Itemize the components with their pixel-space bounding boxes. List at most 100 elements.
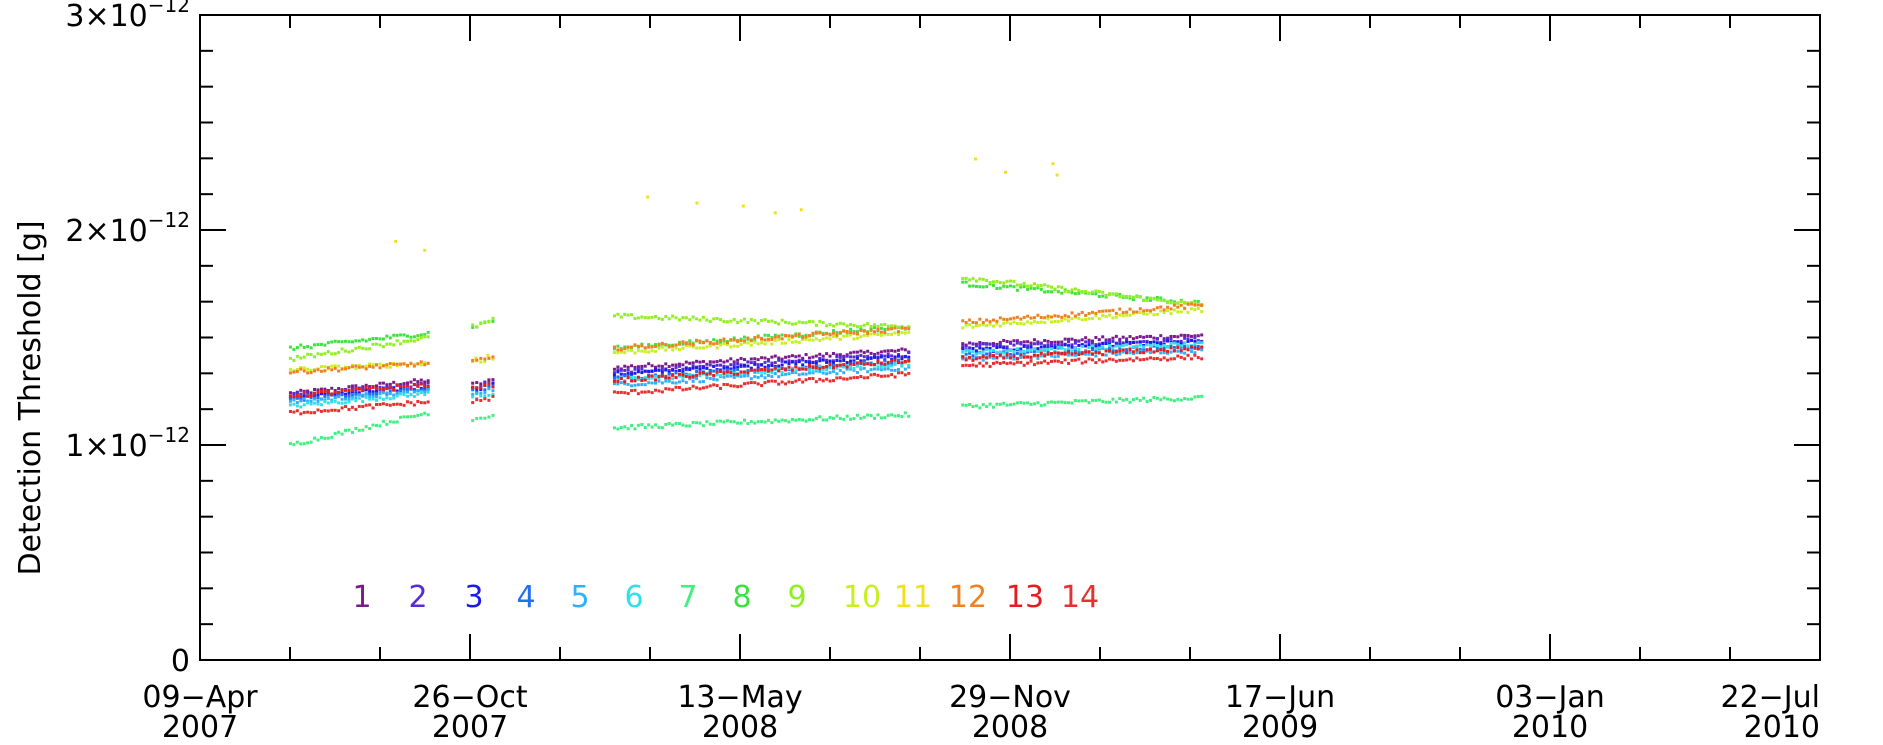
- data-point: [740, 422, 743, 425]
- data-point: [1156, 341, 1159, 344]
- data-point: [399, 342, 402, 345]
- data-point: [880, 416, 883, 419]
- data-point: [389, 397, 392, 400]
- series-labels: 1 2 3 4 5 6 7 8 9 10 11 12 13 14: [352, 580, 1099, 615]
- data-point: [292, 411, 295, 414]
- data-point: [1101, 314, 1104, 317]
- data-point: [378, 396, 381, 399]
- data-point: [310, 353, 313, 356]
- data-point: [327, 341, 330, 344]
- data-point: [620, 381, 623, 384]
- data-point: [859, 417, 862, 420]
- data-point: [479, 322, 482, 325]
- data-point: [334, 367, 337, 370]
- data-point: [378, 337, 381, 340]
- data-point: [971, 347, 974, 350]
- data-point: [870, 329, 873, 332]
- data-point: [1057, 315, 1060, 318]
- data-point: [341, 406, 344, 409]
- data-point: [1070, 291, 1073, 294]
- data-point: [729, 384, 732, 387]
- data-point: [1193, 354, 1196, 357]
- data-point: [777, 322, 780, 325]
- data-point: [883, 368, 886, 371]
- data-point: [904, 355, 907, 358]
- data-point: [646, 196, 649, 199]
- data-point: [798, 418, 801, 421]
- data-point: [1115, 292, 1118, 295]
- data-point: [985, 348, 988, 351]
- data-point: [849, 418, 852, 421]
- data-point: [1200, 333, 1203, 336]
- data-point: [699, 365, 702, 368]
- data-point: [1187, 354, 1190, 357]
- data-point: [1091, 348, 1094, 351]
- data-point: [289, 368, 292, 371]
- data-point: [740, 357, 743, 360]
- data-point: [856, 351, 859, 354]
- data-point: [794, 380, 797, 383]
- data-point: [303, 366, 306, 369]
- data-point: [310, 411, 313, 414]
- data-point: [487, 399, 490, 402]
- data-point: [859, 350, 862, 353]
- data-point: [341, 433, 344, 436]
- data-point: [880, 327, 883, 330]
- data-point: [1139, 335, 1142, 338]
- data-point: [1163, 344, 1166, 347]
- data-point: [327, 437, 330, 440]
- data-point: [1176, 355, 1179, 358]
- data-point: [1122, 336, 1125, 339]
- data-point: [961, 347, 964, 350]
- data-point: [894, 331, 897, 334]
- data-point: [1118, 338, 1121, 341]
- data-point: [825, 336, 828, 339]
- data-point: [491, 317, 494, 320]
- data-point: [651, 374, 654, 377]
- data-point: [1200, 346, 1203, 349]
- data-point: [1173, 349, 1176, 352]
- data-point: [767, 320, 770, 323]
- data-point: [483, 384, 486, 387]
- data-point: [784, 382, 787, 385]
- data-point: [1190, 307, 1193, 310]
- data-point: [760, 341, 763, 344]
- data-point: [620, 373, 623, 376]
- data-point: [313, 355, 316, 358]
- data-point: [699, 361, 702, 364]
- data-point: [829, 380, 832, 383]
- data-point: [904, 411, 907, 414]
- data-point: [296, 404, 299, 407]
- data-point: [627, 383, 630, 386]
- data-point: [852, 355, 855, 358]
- data-point: [705, 367, 708, 370]
- data-point: [1043, 291, 1046, 294]
- series-11-points: [394, 158, 1058, 360]
- data-point: [289, 395, 292, 398]
- data-point: [637, 370, 640, 373]
- data-point: [1074, 314, 1077, 317]
- data-point: [637, 368, 640, 371]
- data-point: [1036, 401, 1039, 404]
- data-point: [887, 349, 890, 352]
- data-point: [623, 374, 626, 377]
- data-point: [709, 377, 712, 380]
- data-point: [303, 403, 306, 406]
- data-point: [657, 426, 660, 429]
- data-point: [1043, 283, 1046, 286]
- data-point: [832, 366, 835, 369]
- data-point: [1050, 347, 1053, 350]
- series-label-13: 13: [1006, 580, 1044, 615]
- data-point: [904, 327, 907, 330]
- data-point: [887, 365, 890, 368]
- data-point: [1139, 344, 1142, 347]
- data-point: [757, 363, 760, 366]
- data-point: [1040, 288, 1043, 291]
- data-point: [1026, 349, 1029, 352]
- data-point: [491, 382, 494, 385]
- data-point: [743, 382, 746, 385]
- data-point: [657, 375, 660, 378]
- data-point: [846, 361, 849, 364]
- data-point: [856, 365, 859, 368]
- data-point: [999, 354, 1002, 357]
